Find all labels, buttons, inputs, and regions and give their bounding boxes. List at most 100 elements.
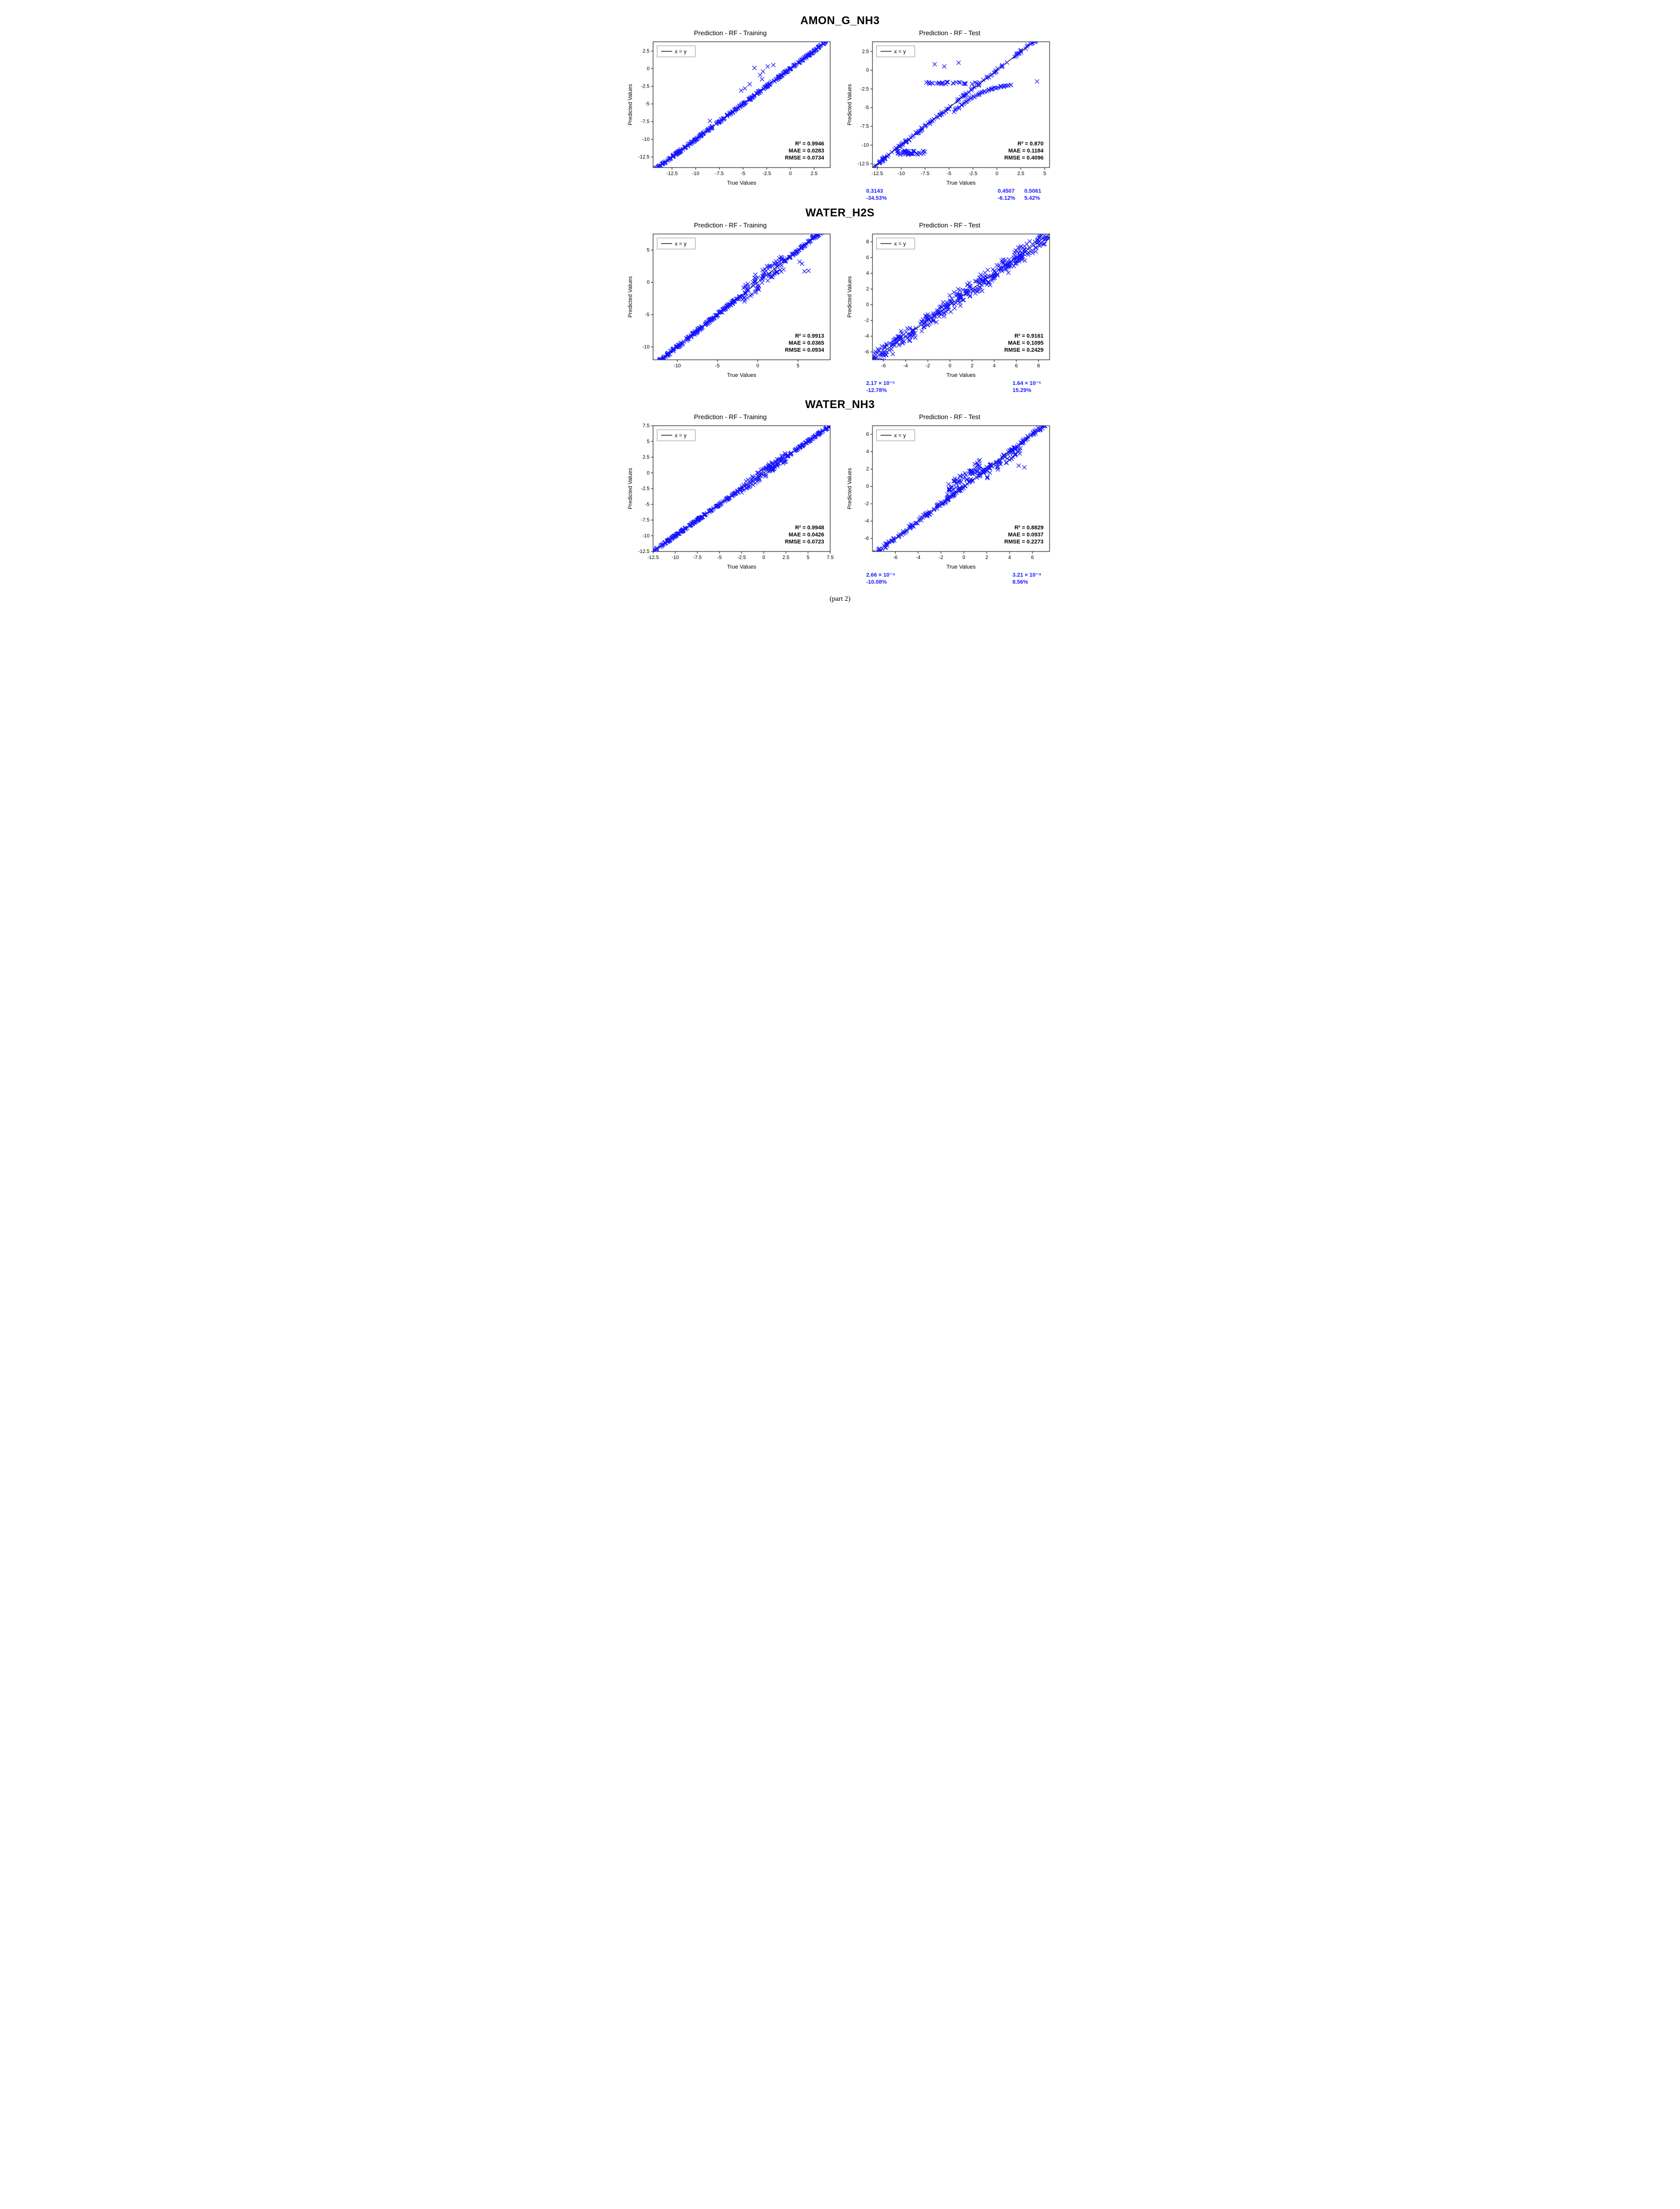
ytick-label: -12.5: [857, 162, 869, 167]
scatter-marker: [871, 554, 875, 558]
xtick-label: 0: [948, 363, 951, 369]
scatter-marker: [817, 230, 821, 234]
scatter-marker: [1045, 422, 1049, 424]
chart-panel: Prediction - RF - Test-6-4-20246-6-4-202…: [844, 413, 1056, 586]
scatter-marker: [1045, 230, 1049, 232]
legend-label: x = y: [894, 49, 906, 55]
scatter-marker: [652, 168, 656, 172]
chart-svg: -12.5-10-7.5-5-2.502.55-12.5-10-7.5-5-2.…: [844, 38, 1056, 189]
metric-mae: MAE = 0.1184: [1008, 148, 1044, 154]
ytick-label: 2: [866, 466, 869, 472]
xtick-label: 0: [962, 555, 965, 561]
metric-r2: R² = 0.9948: [795, 525, 824, 531]
scatter-marker: [1045, 230, 1049, 232]
xtick-label: -2.5: [969, 171, 978, 177]
scatter-marker: [871, 552, 875, 556]
extras-col: 0.50615.42%: [1024, 188, 1042, 202]
metric-rmse: RMSE = 0.0934: [785, 347, 825, 353]
ytick-label: -7.5: [860, 124, 869, 129]
ytick-label: 0: [647, 470, 650, 476]
scatter-marker: [1041, 230, 1045, 234]
scatter-marker: [871, 551, 875, 556]
scatter-marker: [826, 38, 830, 42]
ytick-label: 4: [866, 449, 869, 455]
ytick-label: 0: [866, 302, 869, 307]
scatter-marker: [821, 230, 825, 231]
scatter-marker: [1045, 422, 1049, 426]
legend-label: x = y: [675, 241, 687, 247]
xtick-label: -10: [897, 171, 905, 177]
scatter-marker: [652, 168, 656, 172]
chart-svg: -6-4-20246-6-4-20246True ValuesPredicted…: [844, 422, 1056, 573]
chart-svg: -6-4-202468-6-4-202468True ValuesPredict…: [844, 230, 1056, 381]
xtick-label: -7.5: [715, 171, 724, 177]
extras-col: 2.66 × 10⁻⁴-10.08%: [866, 572, 895, 586]
scatter-marker: [819, 230, 823, 232]
section-title: WATER_NH3: [614, 398, 1067, 411]
xtick-label: -5: [741, 171, 745, 177]
xtick-label: -2: [938, 555, 943, 561]
xtick-label: -6: [881, 363, 886, 369]
scatter-marker: [654, 168, 658, 172]
ytick-label: -7.5: [641, 518, 650, 523]
legend-label: x = y: [894, 241, 906, 247]
extras-top: 2.17 × 10⁻⁵: [866, 380, 895, 387]
ytick-label: 0: [866, 68, 869, 73]
chart-panel: Prediction - RF - Test-12.5-10-7.5-5-2.5…: [844, 29, 1056, 202]
xtick-label: -10: [671, 555, 679, 561]
metric-rmse: RMSE = 0.0723: [785, 539, 824, 545]
chart-svg: -12.5-10-7.5-5-2.502.5-12.5-10-7.5-5-2.5…: [625, 38, 836, 189]
ytick-label: -5: [645, 312, 650, 318]
ylabel: Predicted Values: [627, 276, 633, 318]
scatter-marker: [1043, 422, 1047, 426]
ytick-label: -2.5: [641, 486, 650, 492]
figure-container: AMON_G_NH3Prediction - RF - Training-12.…: [614, 14, 1067, 603]
metric-mae: MAE = 0.0426: [788, 532, 824, 538]
ytick-label: -10: [861, 142, 869, 148]
extras-col: 2.17 × 10⁻⁵-12.78%: [866, 380, 895, 395]
scatter-marker: [655, 360, 659, 364]
extras-top: 0.3143: [866, 188, 887, 195]
scatter-marker: [1036, 38, 1040, 39]
chart-row: Prediction - RF - Training-12.5-10-7.5-5…: [614, 29, 1067, 202]
extras-top: 0.4507: [998, 188, 1015, 195]
xtick-label: 2.5: [782, 555, 789, 561]
ytick-label: -7.5: [641, 119, 650, 125]
scatter-marker: [655, 362, 659, 366]
panel-subtitle: Prediction - RF - Training: [625, 413, 836, 421]
xtick-label: 8: [1037, 363, 1040, 369]
chart-panel: Prediction - RF - Training-10-505-10-505…: [625, 221, 836, 395]
scatter-marker: [653, 168, 657, 172]
metric-r2: R² = 0.8829: [1014, 525, 1044, 531]
metric-mae: MAE = 0.1095: [1008, 340, 1044, 346]
ytick-label: 2.5: [643, 48, 650, 54]
ytick-label: 2.5: [643, 455, 650, 460]
scatter-marker: [873, 551, 877, 556]
xtick-label: -2.5: [762, 171, 771, 177]
extras-bot: 8.56%: [1012, 579, 1041, 586]
scatter-marker: [820, 230, 824, 233]
ytick-label: -2.5: [641, 84, 650, 89]
xtick-label: 6: [1015, 363, 1018, 369]
scatter-marker: [819, 230, 823, 233]
ytick-label: 0: [647, 280, 650, 285]
scatter-marker: [821, 230, 825, 234]
section-title: WATER_H2S: [614, 206, 1067, 219]
xlabel: True Values: [727, 180, 756, 186]
panel-subtitle: Prediction - RF - Training: [625, 221, 836, 229]
ytick-label: -10: [642, 137, 650, 142]
scatter-marker: [875, 553, 879, 557]
extras-row: 0.3143-34.53%0.4507-6.12%0.50615.42%: [844, 188, 1056, 202]
xtick-label: -10: [692, 171, 699, 177]
ytick-label: -4: [864, 334, 869, 339]
ytick-label: 5: [647, 439, 650, 444]
xtick-label: 2.5: [1017, 171, 1024, 177]
scatter-marker: [1046, 422, 1050, 423]
scatter-marker: [657, 360, 661, 364]
extras-col: 0.4507-6.12%: [998, 188, 1015, 202]
chart-row: Prediction - RF - Training-10-505-10-505…: [614, 221, 1067, 395]
xtick-label: -4: [903, 363, 908, 369]
ytick-label: 8: [866, 239, 869, 245]
scatter-marker: [654, 362, 658, 366]
legend-label: x = y: [675, 49, 687, 55]
